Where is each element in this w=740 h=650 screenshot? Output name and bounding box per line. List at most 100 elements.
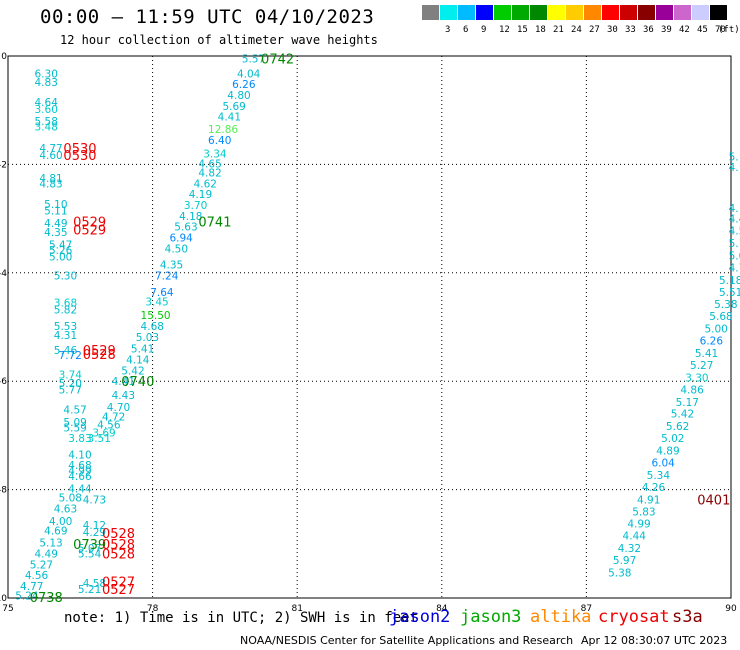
- y-tick-label: -8: [0, 486, 7, 496]
- swh-value: 4.56: [25, 570, 49, 582]
- x-tick-label: 81: [291, 604, 302, 614]
- swh-value: 4.14: [126, 355, 150, 367]
- swh-value: 5.42: [121, 365, 144, 377]
- map-frame: [7, 55, 732, 599]
- footer-note: note: 1) Time is in UTC; 2) SWH is in fe…: [64, 610, 419, 626]
- legend-swatch: [584, 5, 601, 20]
- legend-swatch: [638, 5, 655, 20]
- y-tick-label: -6: [0, 377, 7, 387]
- pass-time: 0529: [83, 344, 116, 359]
- swh-value: 4.18: [179, 211, 202, 223]
- legend-swatch: [692, 5, 709, 20]
- map-grid: [7, 55, 732, 599]
- swh-value: 4.31: [54, 330, 77, 342]
- swh-value: 4.35: [44, 227, 67, 239]
- swh-value: 4.12: [83, 520, 106, 532]
- y-tick-label: -2: [0, 160, 7, 170]
- swh-value: 6.26: [232, 79, 256, 91]
- swh-value: 4.83: [35, 77, 58, 89]
- swh-value: 5.38: [714, 299, 737, 311]
- swh-value: 3.83: [68, 433, 91, 445]
- legend-label: 18: [535, 25, 546, 35]
- swh-value: 4.: [729, 203, 739, 215]
- swh-value: 5.97: [613, 555, 636, 567]
- legend-label: 9: [481, 25, 487, 35]
- swh-value: 4.66: [68, 471, 92, 483]
- satellite-s3a: s3a: [672, 607, 703, 627]
- legend-swatch: [530, 5, 547, 20]
- swh-value: 4.77: [20, 581, 43, 593]
- legend-label: 42: [679, 25, 690, 35]
- pass-time: 0738: [30, 591, 63, 606]
- swh-value: 4.81: [39, 173, 62, 185]
- swh-value: 4.50: [165, 243, 188, 255]
- swh-value: 4.44: [623, 531, 647, 543]
- legend-label: 21: [553, 25, 564, 35]
- swh-value: 4.82: [198, 168, 221, 180]
- swh-value: 6.04: [651, 458, 675, 470]
- swh-value: 4.83: [39, 178, 62, 190]
- pass-time: 0528: [102, 527, 135, 542]
- swh-value: 4.00: [49, 516, 72, 528]
- swh-value: 5.07: [78, 543, 101, 555]
- legend-swatch: [566, 5, 583, 20]
- swh-value: 5.20: [59, 378, 82, 390]
- legend-swatch: [494, 5, 511, 20]
- swh-value: 5.38: [608, 568, 631, 580]
- swh-value: 4.49: [35, 549, 58, 561]
- pass-time: 0528: [83, 348, 116, 363]
- swh-value: 5.27: [30, 559, 53, 571]
- legend-label: 33: [625, 25, 636, 35]
- time-labels: 0742053005300529052907410529052807400739…: [30, 53, 731, 606]
- swh-value: 4.57: [63, 404, 86, 416]
- swh-value: 5.82: [54, 305, 77, 317]
- legend-label: 3: [445, 25, 451, 35]
- pass-time: 0530: [63, 149, 96, 164]
- swh-value: 5.59: [63, 422, 86, 434]
- pass-time: 0528: [102, 548, 135, 563]
- x-tick-label: 75: [2, 604, 13, 614]
- pass-time: 0527: [102, 576, 135, 591]
- swh-value: 3.70: [184, 200, 207, 212]
- page-subtitle: 12 hour collection of altimeter wave hei…: [60, 33, 378, 47]
- pass-time: 0739: [73, 538, 106, 553]
- legend-swatch: [422, 5, 439, 20]
- satellite-jason2: jason2: [389, 607, 451, 627]
- swh-value: 4.41: [112, 376, 135, 388]
- swh-value: 3.74: [59, 370, 83, 382]
- satellite-jason3: jason3: [460, 607, 522, 627]
- swh-value: 4.58: [83, 578, 106, 590]
- swh-value: 4.60: [39, 150, 62, 162]
- swh-value: 4.70: [107, 402, 130, 414]
- swh-value: 5.53: [54, 321, 77, 333]
- credit-text: NOAA/NESDIS Center for Satellite Applica…: [240, 634, 574, 647]
- legend-label: 70: [715, 25, 726, 35]
- swh-value: 5.41: [131, 344, 154, 356]
- legend-swatch: [602, 5, 619, 20]
- legend-swatch: [620, 5, 637, 20]
- swh-value: 4.68: [68, 460, 91, 472]
- legend-label: 12: [499, 25, 510, 35]
- swh-value: 5.11: [44, 205, 67, 217]
- swh-value: 5.08: [59, 493, 82, 505]
- swh-value: 4.91: [637, 494, 660, 506]
- swh-value: 3.48: [35, 121, 58, 133]
- generated-timestamp: Apr 12 08:30:07 UTC 2023: [581, 634, 728, 647]
- x-tick-label: 87: [581, 604, 592, 614]
- swh-value: 5.00: [49, 252, 72, 264]
- swh-value: 5.30: [54, 271, 77, 283]
- swh-value: 7.24: [155, 271, 179, 283]
- swh-value: 5.26: [49, 245, 73, 257]
- pass-time: 0527: [102, 583, 135, 598]
- swh-value: 7.72: [59, 350, 82, 362]
- legend-label: 30: [607, 25, 618, 35]
- axis-tick-labels: 75 78 81 84 87 90 0 -2 -4 -6 -8 -10: [0, 52, 737, 614]
- swh-value: 3.30: [685, 372, 708, 384]
- swh-value: 5.42: [671, 409, 694, 421]
- pass-time: 0740: [121, 375, 154, 390]
- swh-value: 5.47: [49, 240, 72, 252]
- pass-time: 0741: [198, 215, 231, 230]
- satellite-altika: altika: [530, 607, 592, 627]
- swh-value: 5.10: [44, 199, 67, 211]
